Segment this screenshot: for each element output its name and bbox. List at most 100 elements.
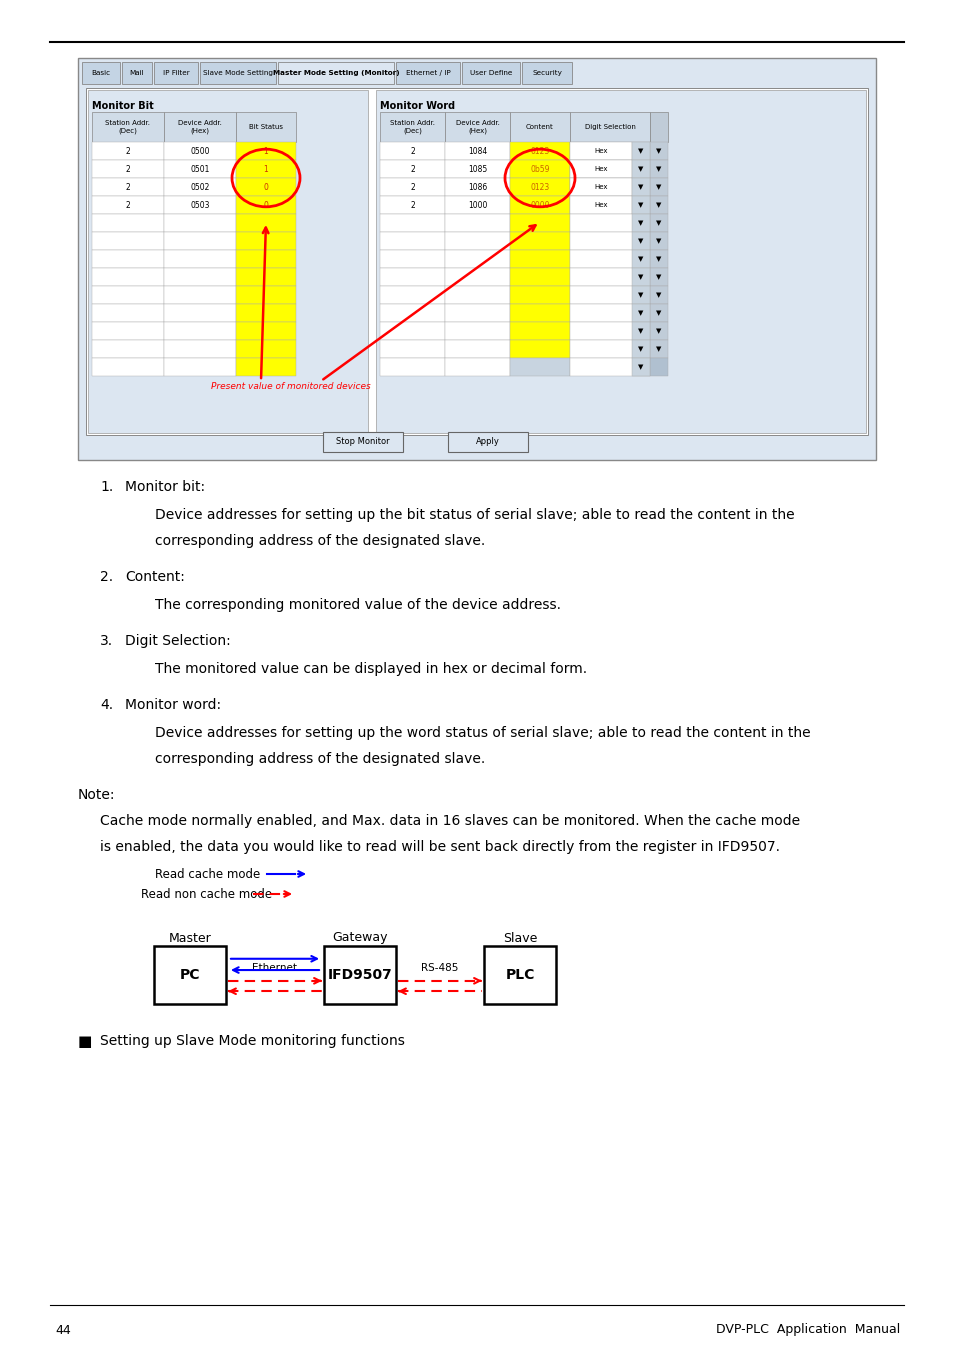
Text: Slave: Slave: [502, 931, 537, 945]
FancyBboxPatch shape: [200, 62, 275, 84]
FancyBboxPatch shape: [569, 232, 649, 250]
Text: ▼: ▼: [638, 310, 643, 316]
FancyBboxPatch shape: [153, 62, 198, 84]
FancyBboxPatch shape: [569, 340, 649, 358]
Text: The monitored value can be displayed in hex or decimal form.: The monitored value can be displayed in …: [154, 662, 586, 676]
Text: ▼: ▼: [638, 148, 643, 154]
Text: ▼: ▼: [638, 364, 643, 370]
Text: 1000: 1000: [467, 201, 487, 209]
FancyBboxPatch shape: [569, 142, 631, 161]
Text: corresponding address of the designated slave.: corresponding address of the designated …: [154, 752, 485, 765]
Text: ▼: ▼: [638, 292, 643, 298]
Text: 0: 0: [263, 201, 268, 209]
Text: Master: Master: [169, 931, 212, 945]
Text: Bit Status: Bit Status: [249, 124, 283, 130]
Text: Note:: Note:: [78, 788, 115, 802]
FancyBboxPatch shape: [649, 269, 667, 286]
FancyBboxPatch shape: [569, 196, 631, 215]
Text: Present value of monitored devices: Present value of monitored devices: [211, 382, 371, 391]
FancyBboxPatch shape: [444, 286, 510, 304]
FancyBboxPatch shape: [122, 62, 152, 84]
Text: The corresponding monitored value of the device address.: The corresponding monitored value of the…: [154, 598, 560, 612]
FancyBboxPatch shape: [88, 90, 368, 433]
FancyBboxPatch shape: [649, 112, 667, 142]
FancyBboxPatch shape: [649, 232, 667, 250]
FancyBboxPatch shape: [510, 358, 569, 377]
FancyBboxPatch shape: [649, 142, 667, 161]
Text: PLC: PLC: [505, 968, 534, 981]
FancyBboxPatch shape: [444, 232, 510, 250]
Text: DVP-PLC  Application  Manual: DVP-PLC Application Manual: [715, 1323, 899, 1336]
Text: Stop Monitor: Stop Monitor: [335, 437, 390, 447]
Text: Basic: Basic: [91, 70, 111, 76]
FancyBboxPatch shape: [379, 142, 444, 161]
Text: ▼: ▼: [656, 238, 661, 244]
FancyBboxPatch shape: [91, 196, 164, 215]
FancyBboxPatch shape: [631, 323, 649, 340]
FancyBboxPatch shape: [569, 178, 649, 196]
Text: 2: 2: [410, 182, 415, 192]
FancyBboxPatch shape: [569, 196, 649, 215]
Text: 3.: 3.: [100, 634, 113, 648]
Text: 2.: 2.: [100, 570, 113, 585]
FancyBboxPatch shape: [649, 286, 667, 304]
Text: Ethernet: Ethernet: [253, 963, 297, 973]
FancyBboxPatch shape: [379, 323, 444, 340]
Text: ▼: ▼: [656, 184, 661, 190]
FancyBboxPatch shape: [164, 323, 235, 340]
FancyBboxPatch shape: [235, 215, 295, 232]
Text: Security: Security: [532, 70, 561, 76]
FancyBboxPatch shape: [521, 62, 572, 84]
FancyBboxPatch shape: [569, 304, 649, 323]
Text: Slave Mode Setting: Slave Mode Setting: [203, 70, 273, 76]
Text: IP Filter: IP Filter: [162, 70, 190, 76]
FancyBboxPatch shape: [569, 358, 649, 377]
FancyBboxPatch shape: [569, 112, 649, 142]
Text: 1086: 1086: [467, 182, 487, 192]
FancyBboxPatch shape: [235, 250, 295, 269]
FancyBboxPatch shape: [631, 304, 649, 323]
Text: 2: 2: [126, 182, 131, 192]
Text: Station Addr.
(Dec): Station Addr. (Dec): [106, 120, 151, 134]
FancyBboxPatch shape: [164, 232, 235, 250]
FancyBboxPatch shape: [395, 62, 459, 84]
Text: 0123: 0123: [530, 182, 549, 192]
FancyBboxPatch shape: [631, 196, 649, 215]
FancyBboxPatch shape: [91, 161, 164, 178]
FancyBboxPatch shape: [569, 142, 649, 161]
FancyBboxPatch shape: [444, 323, 510, 340]
FancyBboxPatch shape: [235, 161, 295, 178]
FancyBboxPatch shape: [444, 304, 510, 323]
Text: ▼: ▼: [638, 346, 643, 352]
Text: ▼: ▼: [656, 256, 661, 262]
FancyBboxPatch shape: [379, 215, 444, 232]
FancyBboxPatch shape: [91, 232, 164, 250]
FancyBboxPatch shape: [631, 232, 649, 250]
FancyBboxPatch shape: [164, 142, 235, 161]
FancyBboxPatch shape: [510, 286, 569, 304]
FancyBboxPatch shape: [91, 142, 164, 161]
FancyBboxPatch shape: [164, 286, 235, 304]
FancyBboxPatch shape: [448, 432, 527, 452]
Text: ▼: ▼: [638, 274, 643, 279]
FancyBboxPatch shape: [91, 340, 164, 358]
FancyBboxPatch shape: [379, 196, 444, 215]
Text: ▼: ▼: [638, 328, 643, 333]
Text: 0000: 0000: [530, 201, 549, 209]
FancyBboxPatch shape: [631, 142, 649, 161]
FancyBboxPatch shape: [164, 196, 235, 215]
Text: Cache mode normally enabled, and Max. data in 16 slaves can be monitored. When t: Cache mode normally enabled, and Max. da…: [100, 814, 800, 828]
Text: ▼: ▼: [656, 346, 661, 352]
Text: ▼: ▼: [656, 274, 661, 279]
FancyBboxPatch shape: [649, 196, 667, 215]
FancyBboxPatch shape: [153, 946, 226, 1004]
FancyBboxPatch shape: [631, 178, 649, 196]
Text: Monitor Word: Monitor Word: [379, 101, 455, 111]
FancyBboxPatch shape: [569, 161, 631, 178]
Text: 1.: 1.: [100, 481, 113, 494]
FancyBboxPatch shape: [649, 358, 667, 377]
FancyBboxPatch shape: [444, 196, 510, 215]
Text: Station Addr.
(Dec): Station Addr. (Dec): [390, 120, 435, 134]
Text: 44: 44: [55, 1323, 71, 1336]
Text: 1084: 1084: [467, 147, 487, 155]
